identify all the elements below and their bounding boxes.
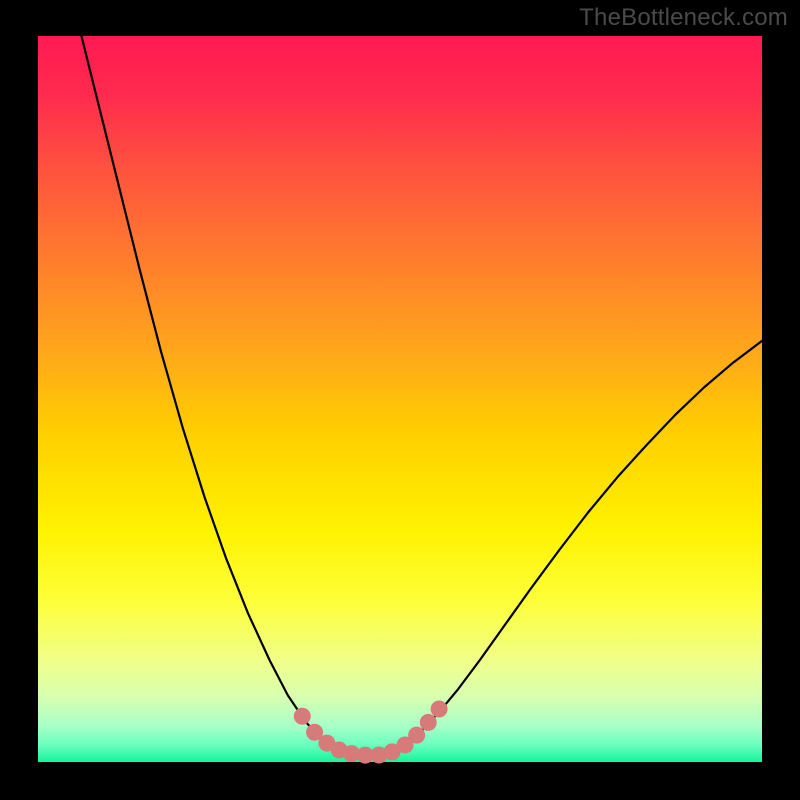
watermark-label: TheBottleneck.com bbox=[579, 4, 788, 32]
bottleneck-chart bbox=[0, 0, 800, 800]
optimal-dot bbox=[408, 727, 425, 744]
optimal-dot bbox=[420, 714, 437, 731]
gradient-panel bbox=[38, 36, 762, 762]
optimal-dot bbox=[294, 708, 311, 725]
optimal-dot bbox=[431, 701, 448, 718]
